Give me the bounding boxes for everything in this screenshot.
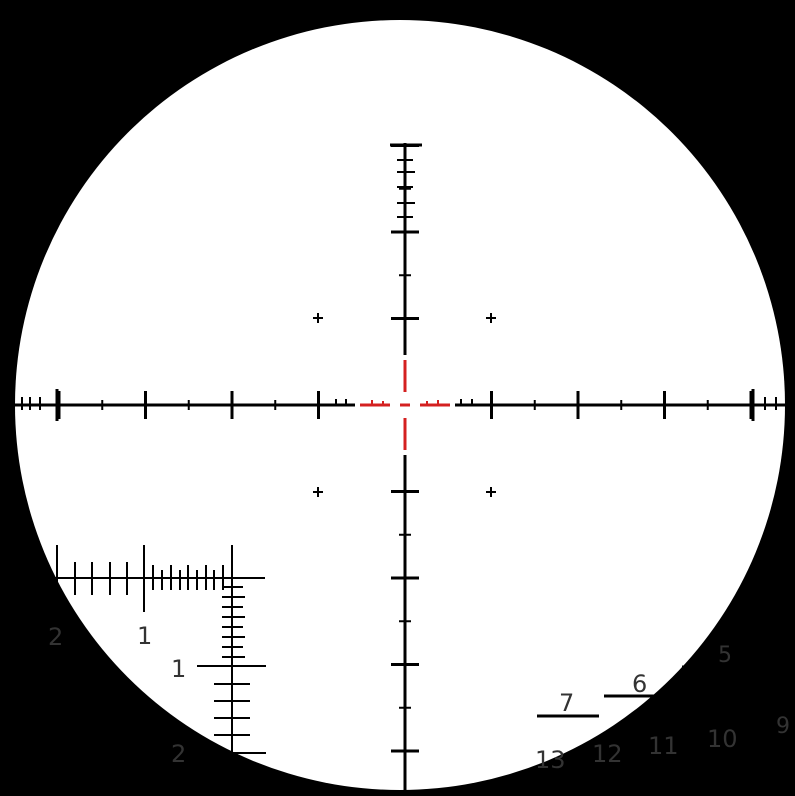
holdover-cross: [486, 313, 496, 323]
vertical-ruler-ticks: [197, 586, 266, 754]
range-label-11: 11: [648, 732, 679, 760]
center-aiming-point: [360, 360, 450, 450]
holdover-markers: [313, 313, 496, 497]
stadia-labels: 1 1 2 2: [48, 622, 186, 768]
range-label-5: 5: [718, 643, 732, 668]
label-vertical-scale-1: 1: [171, 655, 186, 683]
label-lower-left-2: 2: [171, 740, 186, 768]
label-left-edge-2: 2: [48, 623, 63, 651]
holdover-cross: [313, 313, 323, 323]
range-label-13: 13: [535, 746, 566, 774]
vertical-stadia-ticks: [390, 143, 422, 753]
horizontal-stadia-ticks: [21, 389, 787, 421]
rangefinder-bars: [537, 665, 700, 718]
range-label-7: 7: [559, 689, 574, 717]
range-label-12: 12: [592, 740, 623, 768]
range-label-6: 6: [632, 670, 647, 698]
range-label-10: 10: [707, 725, 738, 753]
mil-ruler-horizontal: [15, 545, 265, 612]
mil-ruler-vertical: [197, 545, 266, 760]
holdover-cross: [313, 487, 323, 497]
label-upper-scale-1: 1: [137, 622, 152, 650]
range-labels: 7 6 5 13 12 11 10 9: [535, 643, 790, 774]
main-crosshair: [15, 143, 795, 796]
range-label-9: 9: [776, 714, 790, 739]
holdover-cross: [486, 487, 496, 497]
